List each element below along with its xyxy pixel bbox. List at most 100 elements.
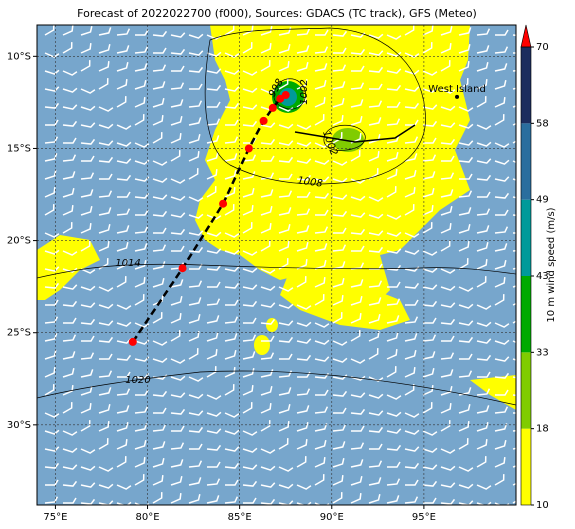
wind-barb (296, 388, 311, 396)
wind-barb (404, 187, 416, 198)
wind-barb (296, 79, 308, 90)
wind-barb (332, 210, 348, 217)
wind-barb (224, 333, 238, 342)
wind-barb (260, 302, 276, 308)
wind-barb (134, 46, 149, 54)
wind-barb (224, 249, 240, 255)
wind-barb (170, 375, 186, 381)
wind-barb (350, 330, 361, 342)
wind-barb (116, 174, 132, 181)
wind-barb (440, 498, 456, 505)
wind-barb (296, 158, 312, 164)
wind-barb (80, 240, 91, 252)
wind-barb (206, 315, 220, 324)
wind-barb (206, 248, 222, 254)
wind-barb (314, 192, 330, 199)
wind-barb (242, 267, 258, 273)
wind-barb (62, 480, 78, 487)
wind-barb (333, 227, 347, 234)
wind-barb (242, 402, 253, 414)
wind-barb (224, 496, 239, 504)
wind-barb (494, 226, 509, 234)
wind-barb (170, 459, 184, 468)
wind-barb (278, 207, 292, 216)
wind-barb (206, 84, 222, 91)
wind-barb (494, 159, 510, 165)
wind-barb (369, 83, 383, 90)
wind-barb (404, 69, 420, 75)
wind-barb (404, 333, 418, 342)
wind-barb (153, 407, 167, 414)
colorbar-segment (521, 428, 531, 505)
wind-barb (225, 479, 239, 486)
wind-barb (314, 423, 328, 432)
wind-barb (314, 114, 325, 126)
wind-barb (296, 439, 308, 450)
wind-barb (350, 195, 366, 201)
wind-barb (423, 317, 437, 324)
wind-barb (368, 494, 381, 504)
wind-barb (315, 389, 329, 396)
wind-barb (440, 403, 452, 414)
wind-barb (44, 69, 60, 75)
wind-barb (62, 25, 74, 36)
wind-barb (206, 135, 220, 144)
wind-barb (260, 285, 276, 291)
wind-barb (440, 482, 456, 488)
wind-barb (296, 225, 310, 234)
wind-barb (224, 232, 240, 238)
wind-barb (332, 81, 346, 90)
wind-barb (152, 312, 163, 324)
wind-barb (386, 118, 401, 126)
wind-barb (368, 410, 384, 416)
wind-barb (476, 276, 487, 288)
wind-barb (458, 241, 470, 252)
wind-barb (260, 88, 276, 94)
wind-barb (459, 353, 473, 360)
wind-barb (458, 483, 474, 489)
wind-barb (386, 169, 398, 180)
colorbar-label: 10 m wind speed (m/s) (546, 207, 557, 322)
wind-barb (494, 372, 510, 379)
wind-barb (224, 429, 240, 435)
wind-barb (206, 51, 222, 57)
wind-barb (278, 224, 291, 234)
wind-barb (296, 304, 312, 310)
wind-barb (116, 158, 132, 164)
wind-barb (297, 191, 311, 198)
wind-barb (152, 261, 166, 270)
wind-barb (386, 135, 400, 144)
wind-barb (440, 122, 456, 128)
wind-barb (458, 123, 474, 129)
wind-barb (98, 303, 114, 309)
wind-barb (494, 339, 510, 345)
wind-barb (476, 45, 490, 54)
wind-barb (368, 314, 381, 324)
wind-barb (278, 78, 289, 90)
wind-barb (98, 404, 111, 414)
wind-barb (260, 122, 276, 128)
colorbar-tick-label: 58 (536, 118, 549, 129)
wind-barb (62, 171, 76, 180)
wind-barb (386, 428, 402, 434)
wind-barb (189, 443, 203, 450)
wind-barb (387, 281, 401, 288)
wind-barb (494, 142, 510, 148)
wind-barb (62, 464, 78, 470)
wind-barb (116, 388, 131, 396)
wind-barb (296, 422, 309, 432)
wind-barb (188, 426, 204, 433)
wind-area (195, 25, 470, 310)
wind-barb (80, 285, 96, 291)
wind-barb (422, 154, 437, 162)
wind-barb (206, 332, 219, 342)
wind-barb (98, 438, 109, 450)
wind-barb (332, 424, 347, 432)
lat-tick-label: 20°S (7, 236, 31, 247)
wind-barb (350, 358, 366, 364)
wind-barb (368, 196, 384, 202)
wind-barb (386, 264, 402, 271)
wind-barbs (44, 25, 516, 505)
wind-barb (314, 294, 325, 306)
wind-barb (62, 351, 76, 360)
